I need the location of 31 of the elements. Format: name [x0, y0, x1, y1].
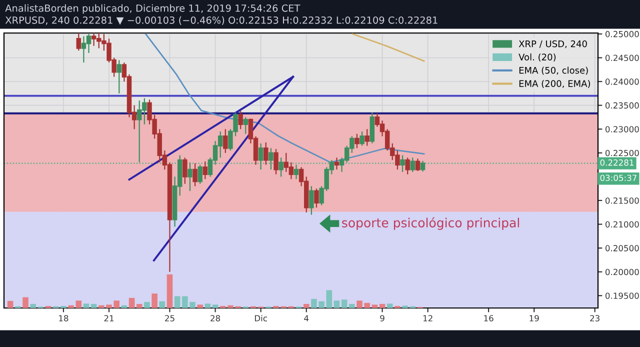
- text: 03:05:37: [600, 174, 636, 182]
- x-tick-label: 12: [423, 315, 432, 322]
- y-tick-label: 0.24500: [605, 54, 639, 62]
- x-tick-label: 18: [59, 315, 68, 322]
- y-tick-label: 0.23500: [605, 102, 639, 109]
- y-tick-label: 0.22500: [605, 150, 639, 156]
- legend-label: EMA (200, EMA): [519, 80, 590, 88]
- y-tick-label: 0.25000: [605, 30, 639, 38]
- annotation: soporte psicológico principal: [342, 217, 520, 230]
- x-tick-label: 25: [165, 315, 174, 322]
- y-tick-label: 0.20000: [605, 268, 639, 276]
- y-tick-label: 0.24000: [605, 78, 639, 85]
- x-tick-label: 4: [304, 315, 309, 322]
- y-tick-label: 0.19500: [605, 292, 639, 299]
- ref-line-label: 0.22281: [600, 159, 634, 166]
- x-tick-label: 16: [484, 315, 494, 322]
- x-tick-label: 28: [210, 315, 220, 322]
- y-tick-label: 0.21500: [605, 197, 639, 204]
- y-tick-label: 0.21000: [605, 221, 639, 228]
- legend-label: Vol. (20): [518, 53, 556, 62]
- legend-label: XRP / USD, 240: [518, 40, 587, 48]
- x-tick-label: 21: [104, 315, 114, 322]
- x-tick-label: Dic: [254, 314, 267, 322]
- y-tick-label: 0.23000: [605, 126, 639, 132]
- x-tick-label: 9: [380, 315, 384, 322]
- x-tick-label: 19: [530, 315, 539, 322]
- legend-label: EMA (50, close): [519, 66, 588, 75]
- chart-subtitle: XRPUSD, 240 0.22281 ▼ −0.00103 (−0.46%) O:0.22153 H:0.22332 L:0.22109 C:0.22281: [5, 16, 438, 25]
- x-tick-label: 23: [590, 315, 600, 322]
- y-tick-label: 0.20500: [605, 245, 639, 252]
- chart-title: AnalistaBorden publicado, Diciembre 11, 2019 17:54:26 CET: [5, 4, 300, 14]
